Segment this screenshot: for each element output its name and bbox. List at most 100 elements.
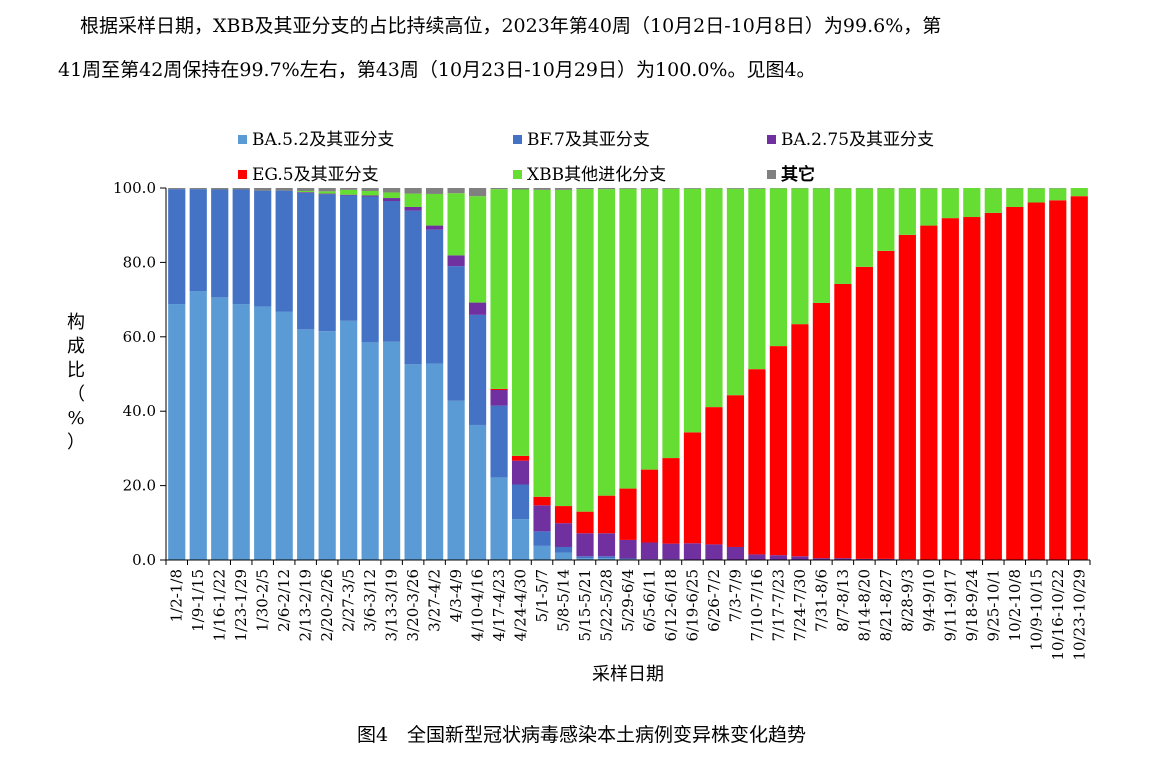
bar-segment-2-23 — [662, 543, 680, 560]
bar-segment-4-31 — [834, 188, 852, 284]
bar-area — [168, 188, 1088, 561]
y-tick-label: 100.0 — [113, 179, 156, 197]
x-tick-label: 3/20-3/26 — [404, 569, 422, 641]
y-tick-label: 60.0 — [123, 328, 156, 346]
bar-segment-1-3 — [232, 189, 250, 305]
bar-segment-3-41 — [1049, 200, 1067, 560]
bar-segment-0-5 — [275, 311, 293, 560]
x-tick-label: 1/30-2/5 — [254, 569, 272, 632]
bar-segment-3-32 — [855, 266, 873, 559]
bar-segment-1-8 — [340, 195, 358, 321]
x-tick-label: 5/15-5/21 — [576, 569, 594, 641]
bar-segment-3-27 — [748, 369, 766, 555]
bar-segment-0-12 — [426, 363, 444, 560]
bar-segment-5-7 — [318, 188, 336, 192]
x-tick-label: 10/2-10/8 — [1006, 569, 1024, 641]
bar-segment-1-13 — [447, 266, 465, 401]
bar-segment-3-24 — [683, 432, 702, 544]
bar-segment-4-15 — [490, 189, 508, 389]
bar-segment-0-10 — [383, 341, 401, 560]
x-tick-label: 1/23-1/29 — [232, 569, 250, 641]
bar-segment-5-23 — [662, 188, 680, 189]
legend-swatch — [767, 170, 776, 179]
bar-segment-4-14 — [468, 196, 487, 303]
bar-segment-0-1 — [189, 291, 207, 560]
x-tick-label: 6/5-6/11 — [640, 569, 658, 632]
bar-segment-2-9 — [361, 195, 379, 197]
x-tick-label: 8/14-8/20 — [855, 569, 873, 641]
bar-segment-4-6 — [297, 190, 315, 193]
bar-segment-2-22 — [640, 542, 659, 560]
bar-segment-3-42 — [1070, 196, 1088, 560]
bar-segment-1-9 — [361, 196, 379, 343]
y-tick-label: 80.0 — [123, 253, 156, 271]
bar-segment-2-26 — [726, 546, 745, 560]
bar-segment-3-37 — [963, 217, 981, 560]
legend-swatch — [513, 170, 522, 179]
bar-segment-5-20 — [597, 188, 616, 190]
bar-segment-1-0 — [168, 189, 186, 305]
bar-segment-1-20 — [597, 556, 616, 559]
bar-segment-4-20 — [597, 189, 616, 496]
bar-segment-4-9 — [361, 190, 379, 196]
bar-segment-3-38 — [984, 212, 1002, 561]
y-axis-title: 构成比 （% ） — [67, 312, 85, 453]
x-tick-label: 2/6-2/12 — [275, 569, 293, 632]
x-tick-label: 4/3-4/9 — [447, 569, 465, 622]
bar-segment-1-1 — [189, 189, 207, 292]
x-tick-label: 1/16-1/22 — [211, 569, 229, 641]
body-paragraph: 根据采样日期，XBB及其亚分支的占比持续高位，2023年第40周（10月2日-1… — [58, 4, 1138, 92]
x-tick-label: 9/11-9/17 — [941, 569, 959, 641]
bar-segment-2-8 — [340, 194, 358, 196]
bar-segment-5-15 — [490, 188, 508, 190]
bar-segment-5-8 — [340, 188, 358, 190]
x-tick-label: 5/29-6/4 — [619, 569, 637, 632]
bar-segment-0-14 — [468, 424, 487, 560]
bar-segment-2-20 — [597, 533, 616, 557]
legend-swatch — [767, 135, 776, 144]
bar-segment-3-35 — [920, 225, 938, 560]
bar-segment-2-21 — [619, 539, 637, 559]
bar-segment-1-10 — [383, 201, 401, 342]
x-tick-label: 1/9-1/15 — [189, 569, 207, 632]
bar-segment-3-19 — [576, 511, 594, 534]
bar-segment-4-23 — [662, 188, 680, 459]
bar-segment-4-36 — [941, 188, 959, 219]
bar-segment-3-31 — [834, 283, 852, 559]
figure-caption: 图4 全国新型冠状病毒感染本土病例变异株变化趋势 — [356, 724, 807, 746]
legend-swatch — [238, 170, 247, 179]
bar-segment-4-27 — [748, 188, 766, 370]
bar-segment-4-21 — [619, 188, 637, 489]
paragraph-line-1: 根据采样日期，XBB及其亚分支的占比持续高位，2023年第40周（10月2日-1… — [80, 15, 942, 37]
x-tick-label: 5/22-5/28 — [598, 569, 616, 641]
bar-segment-5-24 — [683, 188, 702, 189]
x-tick-label: 8/7-8/13 — [834, 569, 852, 632]
bar-segment-2-30 — [812, 558, 830, 560]
bar-segment-4-8 — [340, 189, 358, 195]
bar-segment-4-33 — [877, 188, 895, 251]
x-tick-label: 3/13-3/19 — [383, 569, 401, 641]
x-tick-label: 6/19-6/25 — [683, 569, 701, 641]
bar-segment-5-26 — [726, 188, 745, 189]
bar-segment-2-18 — [554, 523, 573, 547]
bar-segment-1-17 — [533, 531, 551, 546]
bar-segment-2-14 — [468, 302, 487, 315]
bar-segment-1-14 — [468, 314, 487, 425]
bar-segment-5-2 — [211, 188, 229, 190]
bar-segment-3-25 — [705, 407, 723, 545]
x-tick-label: 10/23-10/29 — [1070, 569, 1088, 661]
bar-segment-2-16 — [511, 460, 530, 485]
bar-segment-3-22 — [640, 469, 659, 543]
bar-segment-4-30 — [812, 188, 830, 303]
bar-segment-4-22 — [640, 188, 659, 470]
bar-segment-3-33 — [877, 250, 895, 559]
x-tick-label: 10/16-10/22 — [1049, 569, 1067, 661]
bar-segment-4-24 — [683, 188, 702, 433]
bar-segment-4-29 — [791, 188, 809, 325]
bar-segment-1-19 — [576, 556, 594, 559]
bar-segment-2-10 — [383, 198, 401, 202]
bar-segment-1-18 — [554, 546, 573, 553]
legend-swatch — [238, 135, 247, 144]
y-tick-label: 0.0 — [132, 551, 156, 569]
bar-segment-2-19 — [576, 533, 594, 557]
